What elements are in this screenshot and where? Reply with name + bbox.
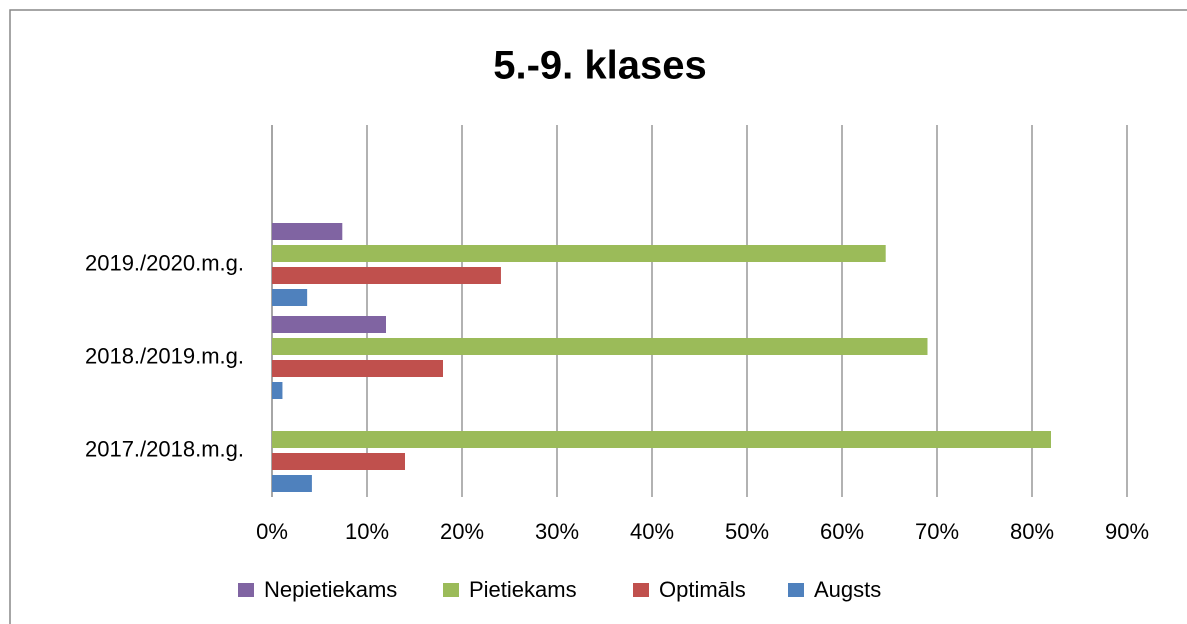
legend-swatch [443,583,459,597]
bar [272,431,1051,448]
bar [272,453,405,470]
bar [272,382,283,399]
x-tick-label: 30% [535,519,579,544]
bar [272,338,928,355]
x-tick-label: 80% [1010,519,1054,544]
x-tick-label: 0% [256,519,288,544]
chart-title: 5.-9. klases [493,44,707,88]
bar [272,223,343,240]
bar [272,316,386,333]
bar [272,360,443,377]
legend-label: Nepietiekams [264,577,397,602]
chart-frame [9,9,1187,624]
legend-label: Augsts [814,577,881,602]
x-tick-label: 20% [440,519,484,544]
y-tick-label: 2017./2018.m.g. [85,436,244,461]
legend-swatch [633,583,649,597]
legend-label: Pietiekams [469,577,577,602]
y-tick-label: 2018./2019.m.g. [85,343,244,368]
x-tick-label: 70% [915,519,959,544]
x-tick-label: 90% [1105,519,1149,544]
x-tick-label: 50% [725,519,769,544]
x-tick-label: 60% [820,519,864,544]
x-tick-label: 40% [630,519,674,544]
bar [272,267,501,284]
bar [272,289,308,306]
y-tick-label: 2019./2020.m.g. [85,250,244,275]
legend-swatch [788,583,804,597]
legend-label: Optimāls [659,577,746,602]
bar [272,475,312,492]
x-tick-label: 10% [345,519,389,544]
bar [272,245,886,262]
legend-swatch [238,583,254,597]
